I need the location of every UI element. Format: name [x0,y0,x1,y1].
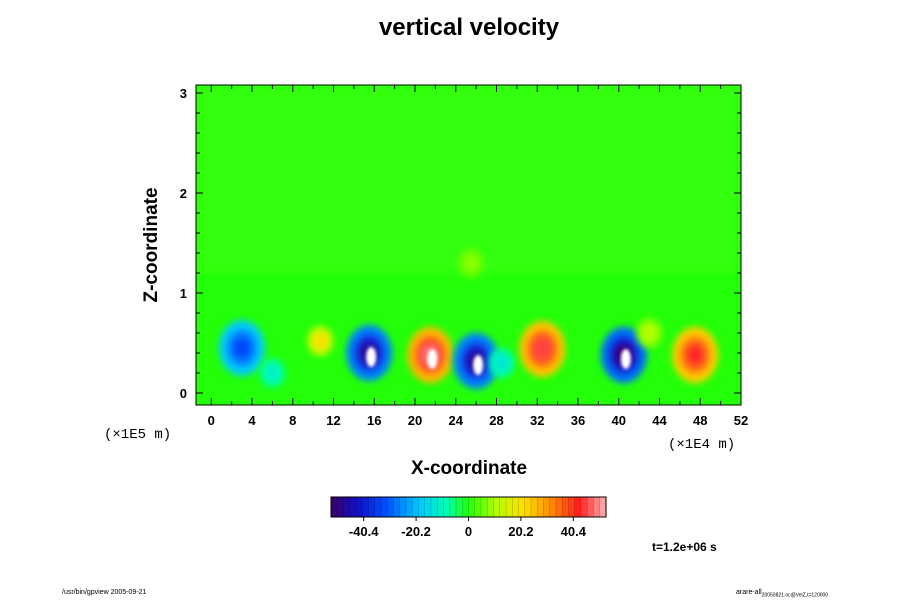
y-tick-label: 3 [180,86,187,101]
colorbar-tick-label: -20.2 [401,524,431,539]
colorbar-cell [337,497,345,517]
colorbar-cell [424,497,432,517]
x-tick-label: 40 [612,413,626,428]
y-tick-label: 0 [180,386,187,401]
colorbar-cell [556,497,563,517]
field [196,85,741,405]
x-tick-label: 28 [489,413,503,428]
colorbar-cell [362,497,370,517]
x-tick-label: 48 [693,413,707,428]
colorbar-cell [456,497,463,517]
colorbar-cell [593,497,601,517]
x-tick-label: 12 [326,413,340,428]
colorbar-cell [512,497,520,517]
time-label: t=1.2e+06 s [652,540,717,554]
y-tick-label: 2 [180,186,187,201]
colorbar-cell [481,497,488,517]
colorbar-cell [599,497,607,517]
colorbar-cell [399,497,407,517]
y-axis-unit: (×1E5 m) [104,427,172,443]
chart-title: vertical velocity [378,14,560,41]
x-tick-label: 24 [449,413,464,428]
feature-7 [519,321,566,377]
feature-1 [259,358,286,388]
colorbar-cell [562,497,570,517]
x-tick-label: 44 [652,413,667,428]
feature-5-core [473,355,484,375]
colorbar-cell [343,497,351,517]
x-tick-label: 36 [571,413,585,428]
colorbar: -40.4 -20.2 0 20.2 40.4 [330,496,607,539]
colorbar-cell [493,497,501,517]
colorbar-cell [437,497,445,517]
colorbar-cell [418,497,426,517]
feature-6 [488,348,515,378]
y-tick-label: 1 [180,286,187,301]
x-tick-label: 8 [289,413,296,428]
colorbar-cell [537,497,545,517]
colorbar-cell [524,497,532,517]
colorbar-tick-label: -40.4 [349,524,379,539]
colorbar-cell [462,497,470,517]
feature-0 [218,320,265,376]
colorbar-cell [518,497,526,517]
colorbar-cell [406,497,413,517]
plot-frame [195,84,742,406]
x-tick-label: 0 [208,413,215,428]
footer-source-main: arare-all [736,589,762,596]
feature-3-core [366,347,377,367]
colorbar-cell [387,497,395,517]
feature-10 [636,318,663,348]
feature-9 [672,327,719,383]
colorbar-cell [474,497,482,517]
colorbar-cell [412,497,420,517]
y-axis-label: Z-coordinate [141,187,162,303]
x-tick-label: 4 [248,413,256,428]
colorbar-cell [499,497,507,517]
feature-2 [307,326,334,356]
colorbar-cell [381,497,388,517]
x-axis-label: X-coordinate [410,458,528,479]
x-tick-label: 32 [530,413,544,428]
footer-command: /usr/bin/gpview 2005-09-21 [62,589,147,596]
colorbar-tick-label: 20.2 [508,524,533,539]
colorbar-tick-label: 40.4 [561,524,587,539]
colorbar-cell [581,497,588,517]
colorbar-cell [568,497,576,517]
colorbar-cell [393,497,401,517]
feature-11 [458,248,485,278]
colorbar-cell [331,497,338,517]
x-tick-label: 52 [734,413,748,428]
colorbar-cell [487,497,495,517]
feature-8-core [620,349,631,369]
colorbar-cell [443,497,451,517]
colorbar-cell [356,497,363,517]
x-tick-label: 20 [408,413,422,428]
plot-area [195,84,742,406]
colorbar-cell [431,497,438,517]
colorbar-cell [506,497,513,517]
feature-4-core [427,349,438,369]
colorbar-cell [549,497,557,517]
x-tick-label: 16 [367,413,381,428]
colorbar-cell [543,497,551,517]
upper-band [196,85,741,273]
colorbar-tick-label: 0 [465,524,472,539]
colorbar-cell [468,497,476,517]
footer-source: arare-all20050821.nc@VelZ,t=120000 [736,589,828,598]
footer-source-sub: 20050821.nc@VelZ,t=120000 [761,592,829,599]
colorbar-cell [368,497,376,517]
colorbar-cell [449,497,457,517]
colorbar-cell [349,497,357,517]
colorbar-cell [574,497,582,517]
colorbar-cell [587,497,595,517]
x-axis-unit: (×1E4 m) [668,437,736,453]
colorbar-cell [531,497,538,517]
colorbar-cell [374,497,382,517]
